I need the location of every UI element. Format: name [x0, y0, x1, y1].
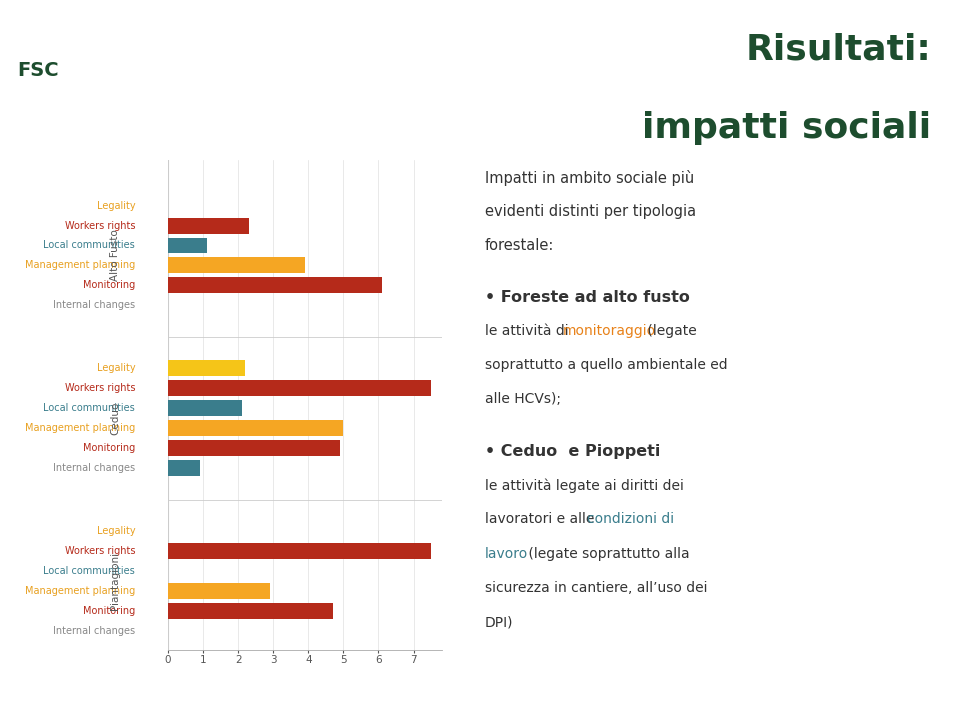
Text: Monitoring: Monitoring: [83, 606, 135, 616]
Text: Local communities: Local communities: [43, 403, 135, 413]
Text: Workers rights: Workers rights: [64, 221, 135, 231]
Text: (legate: (legate: [643, 324, 697, 338]
Text: soprattutto a quello ambientale ed: soprattutto a quello ambientale ed: [485, 358, 728, 372]
Text: Padova: Padova: [883, 665, 931, 678]
Text: Legality: Legality: [97, 364, 135, 373]
Text: (legate soprattutto alla: (legate soprattutto alla: [524, 547, 690, 561]
Text: condizioni di: condizioni di: [587, 513, 674, 527]
Text: Monitoring: Monitoring: [83, 280, 135, 290]
Text: Management planning: Management planning: [25, 423, 135, 433]
Text: ® FSC, A.C. All rights reserved  FSC F000217 – The trademark of the responsible : ® FSC, A.C. All rights reserved FSC F000…: [19, 679, 406, 688]
Text: monitoraggio: monitoraggio: [563, 324, 656, 338]
Text: evidenti distinti per tipologia: evidenti distinti per tipologia: [485, 204, 696, 219]
Bar: [168, 381, 431, 396]
Bar: [168, 460, 200, 476]
Text: Workers rights: Workers rights: [64, 546, 135, 557]
Text: Legality: Legality: [97, 526, 135, 536]
Text: Legality: Legality: [97, 200, 135, 211]
Bar: [168, 217, 249, 234]
Text: Risultati:: Risultati:: [746, 33, 931, 67]
Text: le attività di: le attività di: [485, 324, 573, 338]
Bar: [168, 361, 245, 376]
Text: Piantagioni: Piantagioni: [110, 552, 120, 611]
Bar: [168, 440, 340, 457]
Bar: [168, 278, 382, 293]
Text: Alto Fusto: Alto Fusto: [110, 229, 120, 281]
Text: Management planning: Management planning: [25, 586, 135, 596]
Text: 12 dicembre 2014 · 15: 12 dicembre 2014 · 15: [813, 690, 931, 700]
Bar: [168, 238, 206, 253]
Text: • Ceduo  e Pioppeti: • Ceduo e Pioppeti: [485, 444, 660, 459]
Bar: [168, 604, 333, 619]
Bar: [168, 420, 344, 437]
Text: Monitoring: Monitoring: [83, 443, 135, 454]
Text: Workers rights: Workers rights: [64, 383, 135, 393]
Bar: [168, 583, 270, 599]
Text: alle HCVs);: alle HCVs);: [485, 393, 561, 406]
Text: Internal changes: Internal changes: [53, 300, 135, 310]
Text: impatti sociali: impatti sociali: [642, 111, 931, 145]
Text: • Foreste ad alto fusto: • Foreste ad alto fusto: [485, 290, 689, 305]
Bar: [168, 400, 242, 416]
Text: lavoratori e alle: lavoratori e alle: [485, 513, 598, 527]
Text: DPI): DPI): [485, 616, 514, 629]
Text: sicurezza in cantiere, all’uso dei: sicurezza in cantiere, all’uso dei: [485, 581, 708, 595]
Text: Local communities: Local communities: [43, 241, 135, 251]
Text: Internal changes: Internal changes: [53, 626, 135, 636]
Text: le attività legate ai diritti dei: le attività legate ai diritti dei: [485, 479, 684, 493]
Text: Internal changes: Internal changes: [53, 464, 135, 474]
Bar: [168, 543, 431, 559]
Text: Management planning: Management planning: [25, 261, 135, 271]
Text: FSC: FSC: [17, 62, 60, 80]
Text: Ceduo: Ceduo: [110, 402, 120, 435]
Text: lavoro: lavoro: [485, 547, 528, 561]
Text: forestale:: forestale:: [485, 238, 554, 253]
Bar: [168, 258, 305, 273]
Text: Impatti in ambito sociale più: Impatti in ambito sociale più: [485, 170, 694, 185]
Text: Local communities: Local communities: [43, 567, 135, 577]
